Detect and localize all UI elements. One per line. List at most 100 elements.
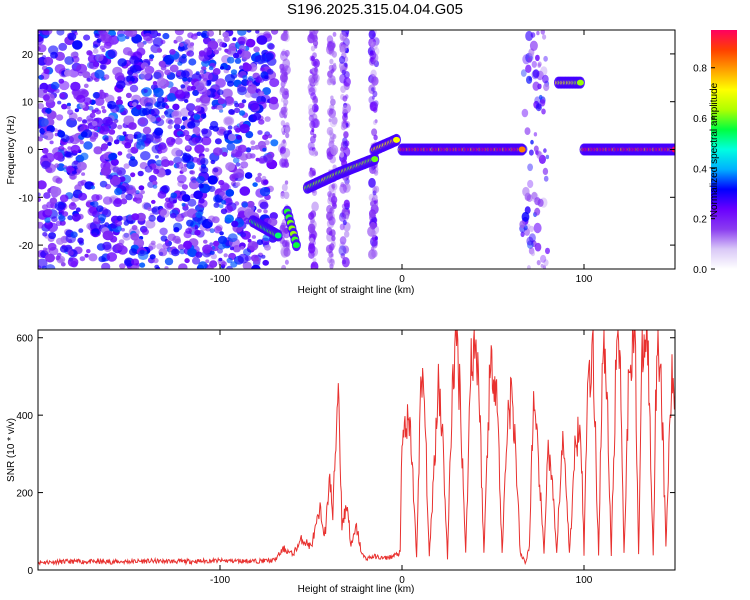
noise-speckle xyxy=(251,264,261,269)
noise-speckle xyxy=(64,69,72,77)
noise-band-speckle xyxy=(344,47,349,54)
noise-speckle xyxy=(45,253,55,263)
noise-speckle xyxy=(206,30,215,37)
noise-band-speckle xyxy=(331,183,338,191)
noise-speckle xyxy=(177,174,187,184)
noise-speckle xyxy=(248,100,259,111)
noise-speckle xyxy=(70,231,78,238)
noise-speckle xyxy=(204,89,211,96)
noise-speckle xyxy=(84,253,89,258)
noise-speckle xyxy=(247,39,256,47)
noise-speckle xyxy=(224,48,229,53)
noise-band-speckle xyxy=(522,186,530,197)
noise-band-speckle xyxy=(540,30,545,35)
noise-band-speckle xyxy=(314,44,318,49)
noise-band-speckle xyxy=(312,118,320,128)
noise-speckle xyxy=(195,251,203,258)
noise-speckle xyxy=(55,255,61,261)
noise-speckle xyxy=(237,30,247,36)
noise-band-speckle xyxy=(280,192,286,199)
noise-speckle xyxy=(246,30,252,33)
noise-band-speckle xyxy=(342,95,348,102)
noise-speckle xyxy=(145,102,153,110)
noise-speckle xyxy=(187,42,194,48)
noise-speckle xyxy=(77,71,83,77)
noise-speckle xyxy=(67,250,74,256)
noise-speckle xyxy=(105,183,112,190)
noise-band-speckle xyxy=(281,264,286,269)
noise-speckle xyxy=(70,81,81,92)
noise-speckle xyxy=(112,66,123,76)
noise-speckle xyxy=(100,64,106,70)
noise-speckle xyxy=(43,58,51,64)
noise-speckle xyxy=(68,172,78,180)
noise-speckle xyxy=(248,76,254,81)
noise-speckle xyxy=(225,162,236,171)
noise-speckle xyxy=(116,215,123,222)
noise-band-speckle xyxy=(370,101,378,112)
noise-band-speckle xyxy=(373,200,377,205)
noise-band-speckle xyxy=(533,222,542,234)
noise-speckle xyxy=(209,242,214,246)
noise-speckle xyxy=(213,226,223,234)
noise-speckle xyxy=(220,182,230,191)
noise-speckle xyxy=(45,264,56,269)
noise-speckle xyxy=(237,49,243,55)
noise-speckle xyxy=(76,94,86,103)
noise-speckle xyxy=(198,261,208,269)
noise-band-speckle xyxy=(279,87,286,96)
noise-speckle xyxy=(186,51,191,56)
noise-speckle xyxy=(156,96,165,104)
noise-band-speckle xyxy=(344,140,350,147)
noise-speckle xyxy=(183,240,193,249)
noise-band-speckle xyxy=(341,69,346,76)
noise-speckle xyxy=(256,239,264,246)
noise-speckle xyxy=(82,119,88,124)
noise-speckle xyxy=(128,122,137,130)
noise-speckle xyxy=(173,227,180,233)
noise-speckle xyxy=(235,162,241,167)
noise-speckle xyxy=(227,125,233,130)
noise-speckle xyxy=(158,248,168,257)
noise-band-speckle xyxy=(281,32,289,42)
noise-speckle xyxy=(140,70,152,80)
noise-speckle xyxy=(174,89,185,99)
noise-band-speckle xyxy=(525,30,533,42)
noise-band-speckle xyxy=(369,221,376,230)
noise-band-speckle xyxy=(542,34,547,40)
noise-speckle xyxy=(81,90,86,95)
noise-band-speckle xyxy=(342,141,348,148)
noise-band-speckle xyxy=(327,256,333,264)
noise-speckle xyxy=(167,119,174,125)
noise-band-speckle xyxy=(311,266,316,269)
noise-speckle xyxy=(129,248,138,256)
noise-band-speckle xyxy=(339,55,346,64)
noise-band-speckle xyxy=(542,265,546,269)
noise-speckle xyxy=(142,108,151,116)
noise-band-speckle xyxy=(340,123,347,131)
noise-speckle xyxy=(101,143,109,150)
noise-speckle xyxy=(181,194,191,202)
noise-speckle xyxy=(202,96,210,104)
noise-speckle xyxy=(152,257,159,264)
tone-core xyxy=(371,156,379,163)
noise-speckle xyxy=(139,118,146,125)
noise-band-speckle xyxy=(543,148,547,153)
noise-speckle xyxy=(262,259,270,266)
colorbar-tick-label: 0.2 xyxy=(693,215,707,226)
noise-speckle xyxy=(155,159,163,167)
noise-band-speckle xyxy=(340,182,345,188)
noise-speckle xyxy=(190,85,196,91)
noise-speckle xyxy=(217,235,228,245)
noise-speckle xyxy=(67,257,79,268)
noise-band-speckle xyxy=(283,191,290,200)
noise-speckle xyxy=(232,157,240,164)
noise-speckle xyxy=(190,170,196,175)
noise-speckle xyxy=(139,249,145,255)
noise-band-speckle xyxy=(313,98,318,104)
noise-speckle xyxy=(66,165,75,174)
noise-speckle xyxy=(96,205,104,213)
noise-speckle xyxy=(130,265,138,269)
noise-speckle xyxy=(213,147,223,156)
noise-band-speckle xyxy=(330,258,334,264)
